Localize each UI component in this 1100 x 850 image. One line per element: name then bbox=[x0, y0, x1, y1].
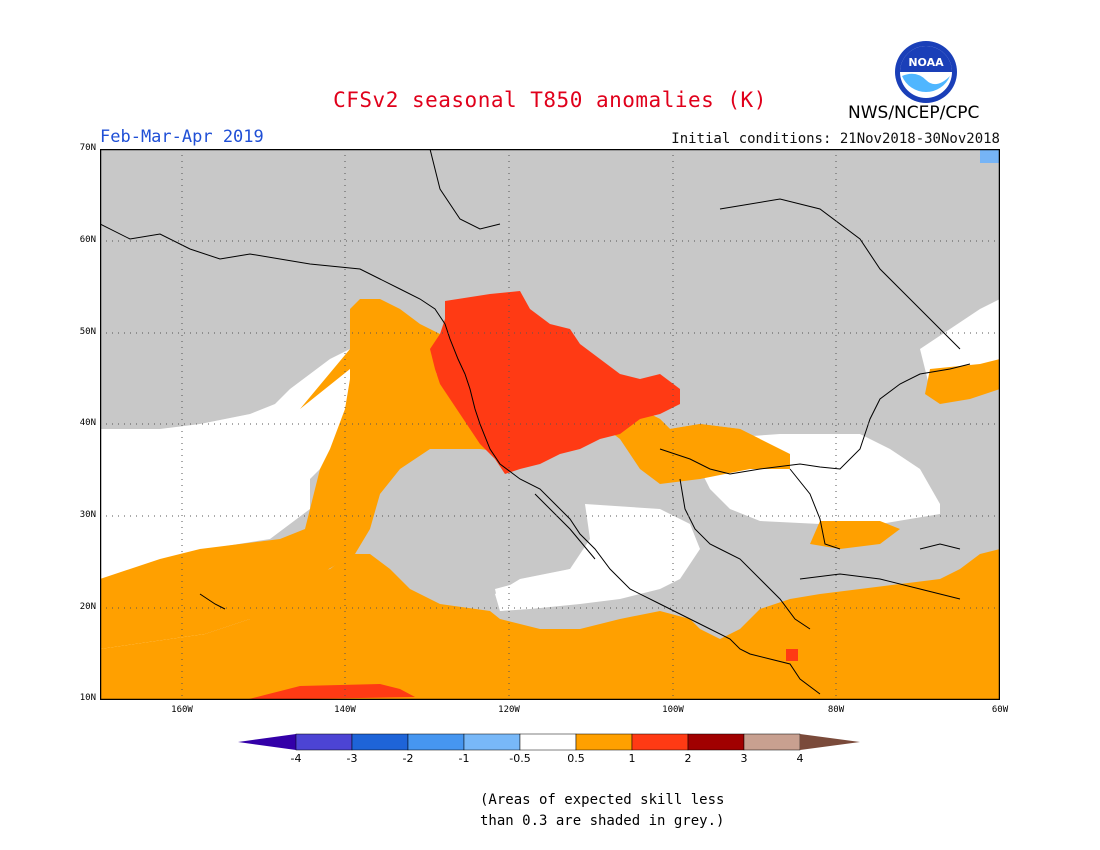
logo-text: NOAA bbox=[908, 56, 944, 69]
colorbar-swatch bbox=[407, 733, 465, 751]
agency-label: NWS/NCEP/CPC bbox=[848, 103, 980, 123]
skill-note-line: than 0.3 are shaded in grey.) bbox=[480, 813, 725, 829]
map-frame bbox=[100, 149, 1000, 700]
colorbar-label: 3 bbox=[740, 752, 748, 765]
lat-label: 60N bbox=[79, 235, 96, 245]
colorbar-swatch bbox=[631, 733, 689, 751]
lat-label: 40N bbox=[79, 418, 96, 428]
chart-title: CFSv2 seasonal T850 anomalies (K) bbox=[333, 88, 767, 112]
colorbar-label: 2 bbox=[684, 752, 692, 765]
colorbar-label: -4 bbox=[290, 752, 302, 765]
colorbar-swatch bbox=[295, 733, 353, 751]
coastlines bbox=[100, 149, 971, 695]
lat-label: 30N bbox=[79, 510, 96, 520]
lat-label: 20N bbox=[79, 602, 96, 612]
skill-note: (Areas of expected skill less than 0.3 a… bbox=[480, 790, 724, 832]
lon-label: 80W bbox=[827, 705, 845, 715]
colorbar-label: -3 bbox=[346, 752, 358, 765]
colorbar-label: -2 bbox=[402, 752, 414, 765]
graticule bbox=[100, 149, 1000, 700]
colorbar-swatch bbox=[519, 733, 577, 751]
colorbar-label: -0.5 bbox=[509, 752, 531, 765]
colorbar-swatch bbox=[575, 733, 633, 751]
lon-label: 100W bbox=[662, 705, 684, 715]
lon-label: 60W bbox=[991, 705, 1009, 715]
skill-note-line: (Areas of expected skill less bbox=[480, 792, 725, 808]
colorbar-swatch bbox=[463, 733, 521, 751]
colorbar-label: -1 bbox=[458, 752, 470, 765]
lon-label: 140W bbox=[334, 705, 356, 715]
initial-conditions-label: Initial conditions: 21Nov2018-30Nov2018 bbox=[671, 131, 1000, 147]
colorbar-arrow-low bbox=[238, 734, 296, 750]
cool-anomaly-patch bbox=[980, 149, 1000, 163]
colorbar-label: 0.5 bbox=[567, 752, 585, 765]
colorbar-swatch bbox=[351, 733, 409, 751]
anomaly-map bbox=[100, 149, 1000, 700]
noaa-logo: NOAA bbox=[895, 41, 957, 103]
colorbar-arrow-high bbox=[800, 734, 860, 750]
lon-label: 160W bbox=[171, 705, 193, 715]
colorbar bbox=[238, 733, 860, 751]
lat-label: 70N bbox=[79, 143, 96, 153]
colorbar-label: 4 bbox=[796, 752, 804, 765]
colorbar-swatch bbox=[743, 733, 801, 751]
colorbar-swatch bbox=[687, 733, 745, 751]
lat-label: 50N bbox=[79, 327, 96, 337]
lon-label: 120W bbox=[498, 705, 520, 715]
colorbar-label: 1 bbox=[628, 752, 636, 765]
warm-anomaly-1-2 bbox=[245, 291, 798, 700]
season-label: Feb-Mar-Apr 2019 bbox=[100, 127, 264, 147]
lat-label: 10N bbox=[79, 693, 96, 703]
